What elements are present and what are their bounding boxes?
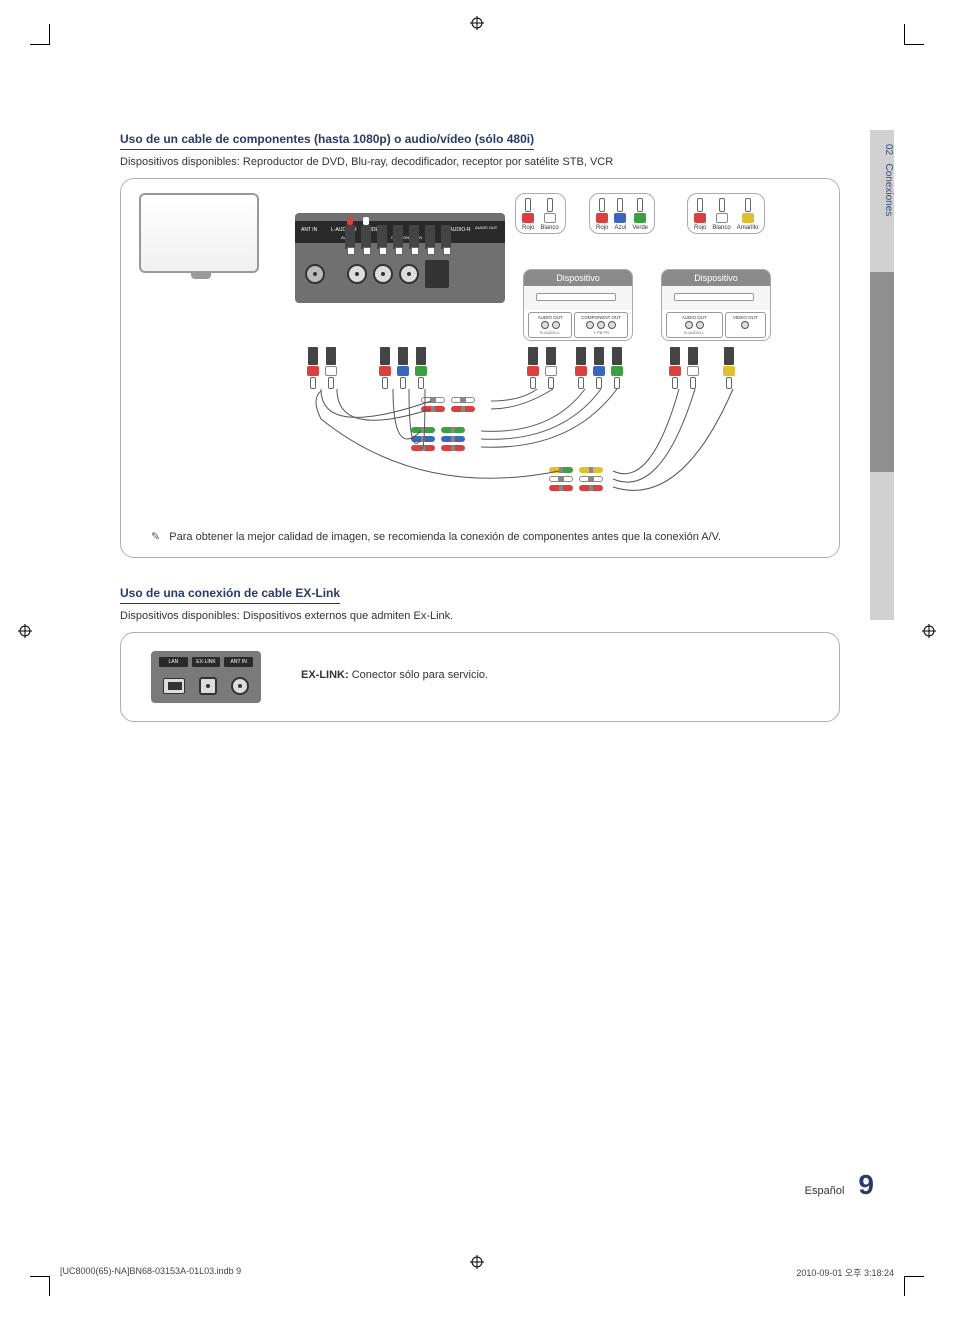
diagram-note: ✎ Para obtener la mejor calidad de image… [151,530,819,543]
section1-subtitle: Dispositivos disponibles: Reproductor de… [120,156,840,168]
cable-plugs [307,347,337,389]
device-composite: Dispositivo AUDIO OUT R-AUDIO-L VIDEO OU… [661,269,771,341]
exlink-panel: LAN EX-LINK ANT IN [151,651,261,703]
cable-plugs [379,347,427,389]
registration-mark-left [18,624,32,638]
device-component: Dispositivo AUDIO OUT R-AUDIO-L COMPONEN… [523,269,633,341]
exlink-diagram: LAN EX-LINK ANT IN EX-LINK: Conector sól… [120,632,840,722]
port-label-audioout: AUDIO OUT [475,225,497,230]
section2-subtitle: Dispositivos disponibles: Dispositivos e… [120,610,840,622]
note-icon: ✎ [151,531,160,543]
device-title: Dispositivo [662,270,770,286]
cable-plugs [723,347,735,389]
page-footer: Español 9 [805,1169,874,1201]
port-label-ant: ANT IN [224,657,253,667]
ant-port [231,677,249,695]
panel-top-plugs: .pp::before{background:var(--c);} [345,225,451,249]
cable-plugs [575,347,623,389]
cable-joints [421,397,475,412]
chapter-label: Conexiones [883,163,894,216]
lan-port [163,678,185,694]
print-date: 2010-09-01 오후 3:18:24 [796,1266,894,1279]
rca-port [373,264,393,284]
print-footer: [UC8000(65)-NA]BN68-03153A-01L03.indb 9 … [60,1266,894,1279]
rca-port [399,264,419,284]
registration-mark-right [922,624,936,638]
port-label-lan: LAN [159,657,188,667]
cable-plugs [527,347,557,389]
cable-joints [549,467,603,491]
registration-mark-top [470,16,484,30]
plug-group-audio-av: Rojo Blanco [515,193,566,234]
plug-group-composite: Rojo Blanco Amarillo [687,193,765,234]
cable-joints [411,427,465,451]
print-file: [UC8000(65)-NA]BN68-03153A-01L03.indb 9 [60,1266,241,1279]
ant-port [305,264,325,284]
page-number: 9 [858,1169,874,1201]
sq-port [425,260,449,288]
plug-group-component: Rojo Azul Verde [589,193,655,234]
chapter-number: 02 [883,144,894,155]
footer-lang: Español [805,1185,845,1197]
component-av-diagram: ANT IN L-AUDIO-R VIDEO Y PB PR L-AUDIO-R… [120,178,840,558]
tv-icon [139,193,259,273]
port-label-exlink: EX-LINK [192,657,221,667]
exlink-description: EX-LINK: Conector sólo para servicio. [301,669,488,681]
cable-plugs [669,347,699,389]
port-label-ant: ANT IN [301,227,317,233]
section1-title: Uso de un cable de componentes (hasta 10… [120,132,534,150]
rca-port [347,264,367,284]
chapter-side-tab: 02 Conexiones [870,130,894,620]
exlink-port [199,677,217,695]
device-title: Dispositivo [524,270,632,286]
tv-rear-panel: ANT IN L-AUDIO-R VIDEO Y PB PR L-AUDIO-R… [295,213,505,303]
section2-title: Uso de una conexión de cable EX-Link [120,586,340,604]
